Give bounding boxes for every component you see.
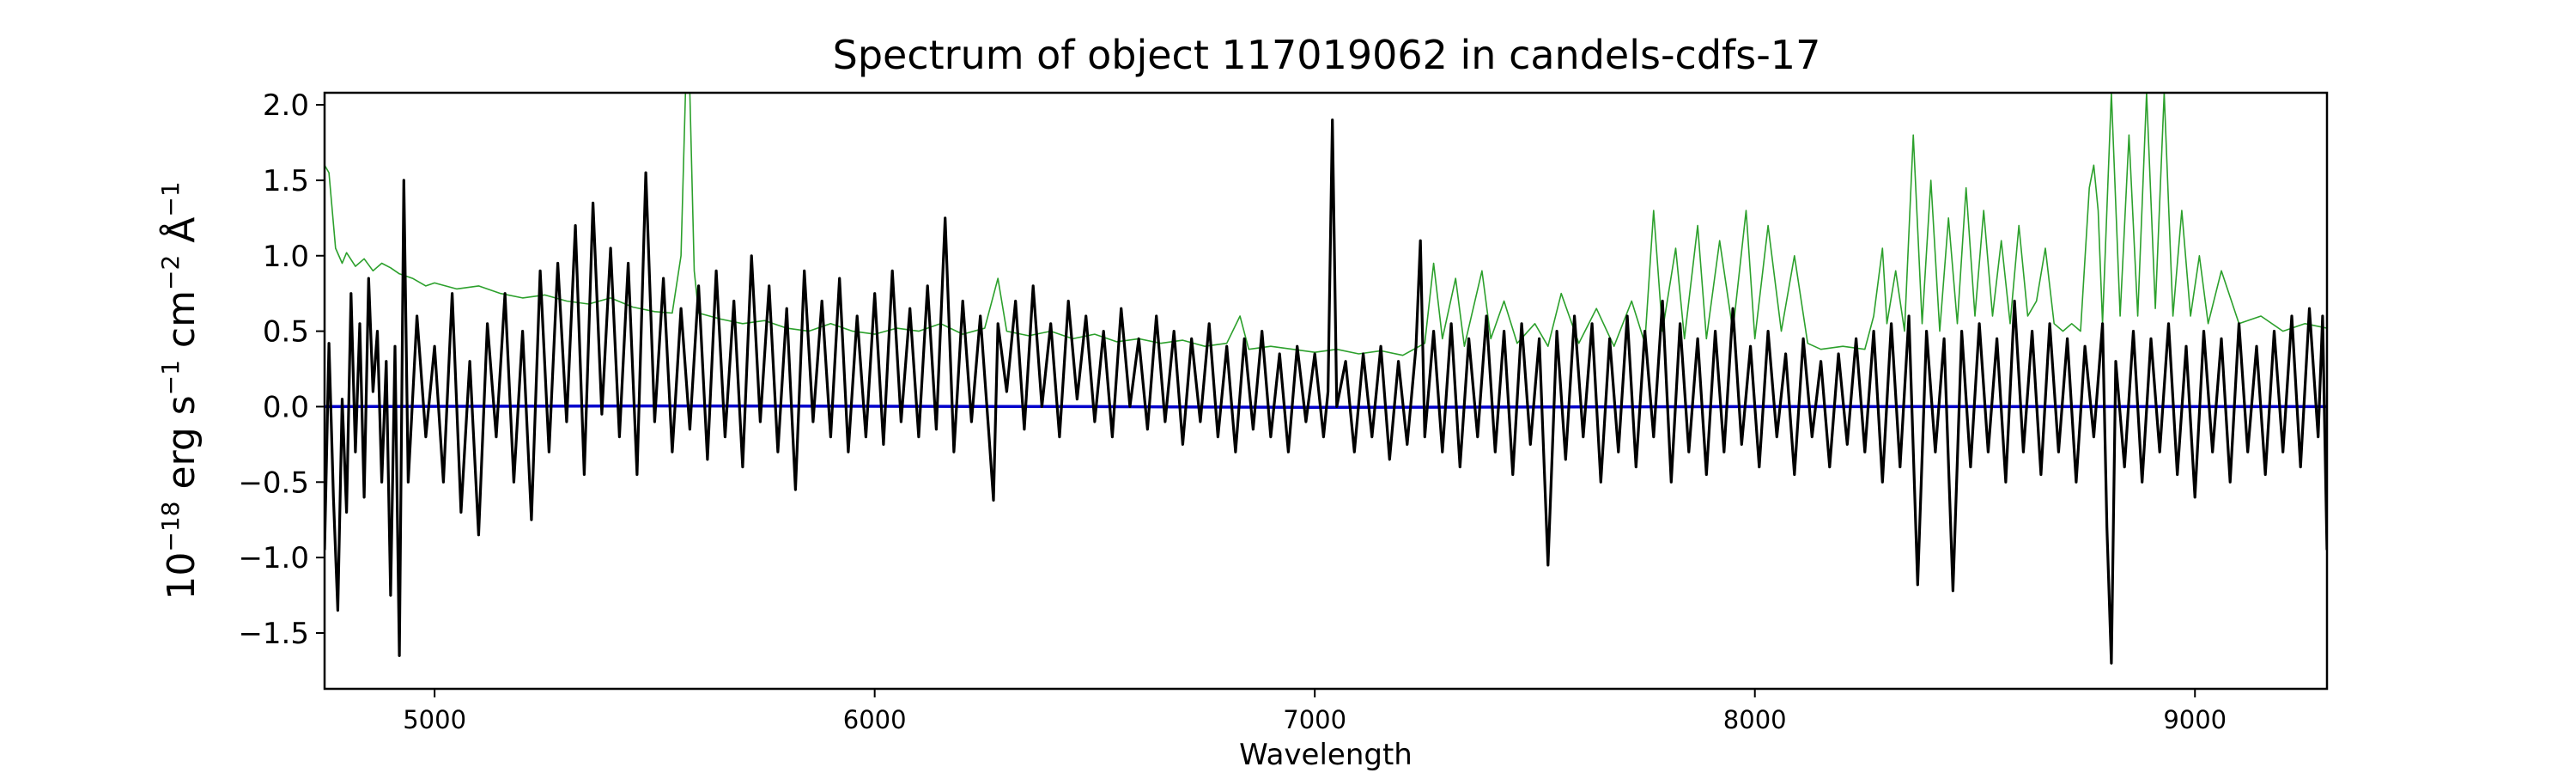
y-axis-label-unit3: Å: [158, 217, 204, 255]
plot-area: [325, 93, 2327, 665]
y-tick-label: 0.5: [263, 315, 309, 350]
x-tick-label: 5000: [403, 705, 466, 734]
x-tick-label: 9000: [2163, 705, 2227, 734]
y-tick-label: 2.0: [263, 88, 309, 123]
y-tick-label: −1.0: [238, 541, 309, 575]
y-tick-label: −1.5: [238, 617, 309, 651]
y-axis-label-unit2: cm: [160, 290, 204, 360]
x-tick-label: 6000: [843, 705, 907, 734]
x-tick-label: 8000: [1723, 705, 1787, 734]
y-tick-label: 1.0: [263, 240, 309, 274]
y-axis-label: 10−18 erg s−1 cm−2 Å−1: [156, 181, 204, 600]
y-axis-label-exp1: −1: [156, 360, 185, 395]
y-tick-label: 0.0: [263, 390, 309, 424]
chart-title: Spectrum of object 117019062 in candels-…: [833, 32, 1821, 78]
y-axis-label-exp: −18: [156, 502, 185, 552]
series-line-noise: [325, 93, 2327, 356]
x-axis-label: Wavelength: [1239, 738, 1413, 772]
y-tick-label: −0.5: [238, 466, 309, 500]
x-axis: 5000 6000 7000 8000 9000: [403, 689, 2227, 734]
y-axis-label-unit1: erg s: [160, 395, 204, 501]
series-line-flux: [325, 119, 2327, 665]
plot-frame: [323, 91, 2329, 691]
y-axis-label-exp3: −1: [156, 181, 185, 216]
y-axis: −1.5 −1.0 −0.5 0.0 0.5 1.0 1.5 2.0: [238, 88, 325, 651]
x-tick-label: 7000: [1283, 705, 1346, 734]
y-axis-label-exp2: −2: [156, 255, 185, 290]
series-layer: [325, 93, 2327, 665]
y-tick-label: 1.5: [263, 164, 309, 198]
y-axis-label-base: 10: [160, 552, 204, 600]
